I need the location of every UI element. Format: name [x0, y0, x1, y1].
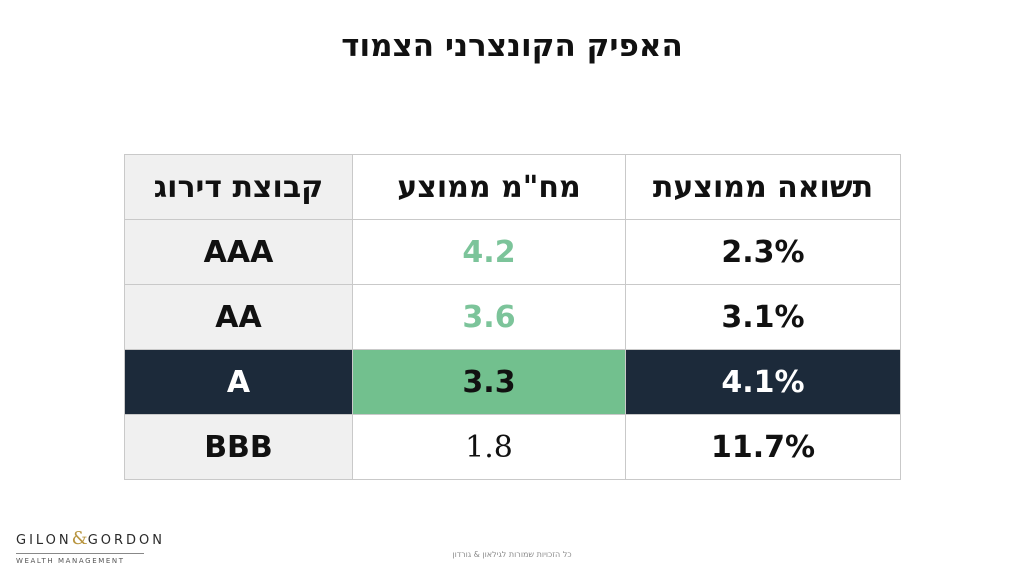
header-avg-yield: תשואה ממוצעת: [625, 154, 901, 220]
table-row-highlighted: A 3.3 4.1%: [124, 349, 901, 415]
logo-wordmark: GILON&GORDON: [16, 528, 162, 549]
duration-cell: 3.3: [352, 349, 626, 415]
duration-cell: 1.8: [352, 414, 626, 480]
logo-word-right: GORDON: [87, 533, 165, 548]
yield-cell: 4.1%: [625, 349, 901, 415]
duration-cell: 3.6: [352, 284, 626, 350]
yield-cell: 11.7%: [625, 414, 901, 480]
table-header-row: קבוצת דירוג מח"מ ממוצע תשואה ממוצעת: [124, 154, 901, 220]
company-logo: GILON&GORDON WEALTH MANAGEMENT: [16, 528, 162, 565]
rating-table: קבוצת דירוג מח"מ ממוצע תשואה ממוצעת AAA …: [124, 154, 901, 480]
table-row: AA 3.6 3.1%: [124, 284, 901, 350]
logo-word-left: GILON: [16, 533, 72, 548]
slide-title: האפיק הקונצרני הצמוד: [341, 28, 683, 64]
logo-ampersand: &: [71, 528, 88, 549]
duration-cell: 4.2: [352, 219, 626, 285]
rating-cell: BBB: [124, 414, 353, 480]
logo-divider: [16, 553, 144, 554]
copyright-footer: כל הזכויות שמורות לגילאון & גורדון: [452, 550, 572, 559]
rating-cell: AA: [124, 284, 353, 350]
header-rating-group: קבוצת דירוג: [124, 154, 353, 220]
yield-cell: 3.1%: [625, 284, 901, 350]
logo-subtitle: WEALTH MANAGEMENT: [16, 557, 125, 565]
yield-cell: 2.3%: [625, 219, 901, 285]
table-row: AAA 4.2 2.3%: [124, 219, 901, 285]
table-row: BBB 1.8 11.7%: [124, 414, 901, 480]
rating-cell: AAA: [124, 219, 353, 285]
rating-cell: A: [124, 349, 353, 415]
header-avg-duration: מח"מ ממוצע: [352, 154, 626, 220]
